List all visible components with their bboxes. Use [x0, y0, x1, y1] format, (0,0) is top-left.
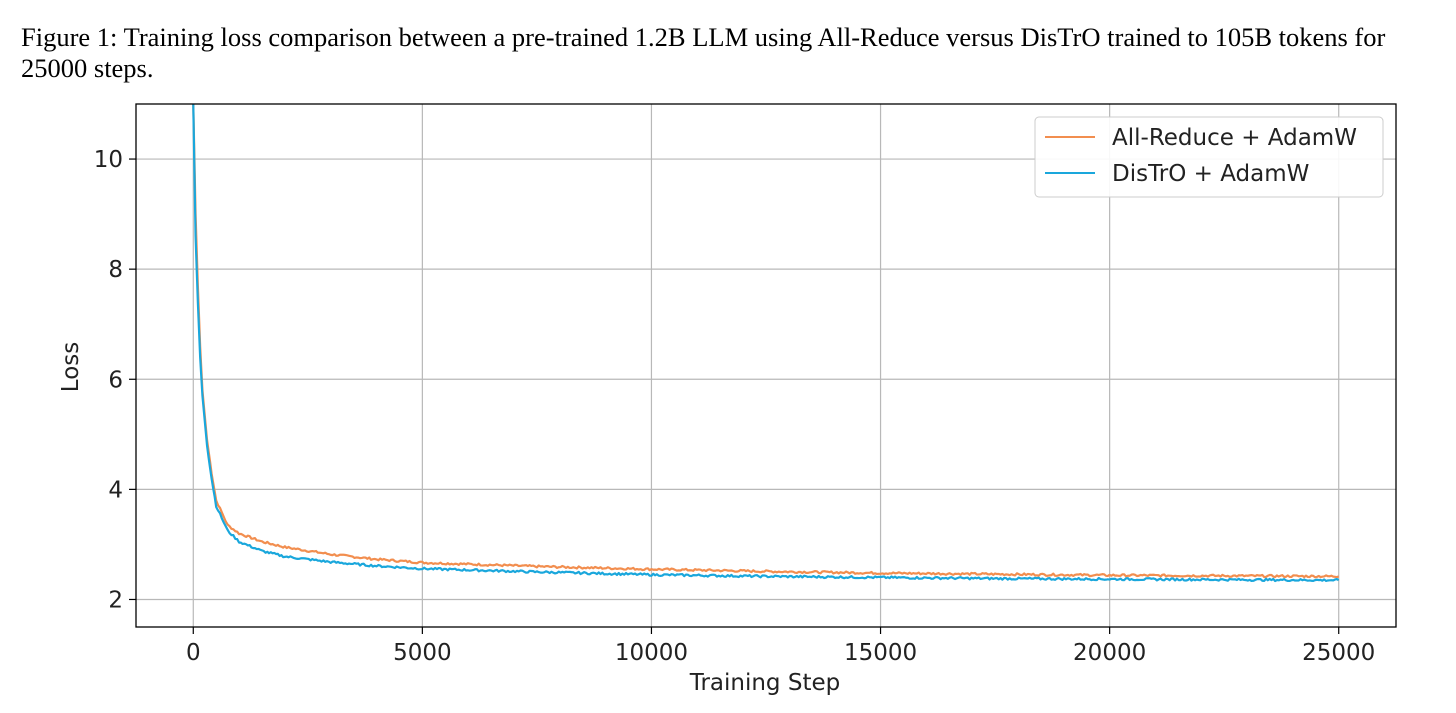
- x-tick-label: 5000: [393, 640, 452, 666]
- y-tick-label: 6: [108, 367, 123, 393]
- y-tick-label: 2: [108, 587, 123, 613]
- x-axis-label: Training Step: [689, 670, 840, 696]
- axes-frame: [135, 103, 1397, 628]
- legend-label-all-reduce: All-Reduce + AdamW: [1112, 125, 1357, 151]
- ticks: 0 5000 10000 15000 20000 25000 2 4 6 8 10: [94, 147, 1376, 666]
- legend-label-distro: DisTrO + AdamW: [1112, 161, 1309, 187]
- x-tick-label: 10000: [615, 640, 688, 666]
- legend: All-Reduce + AdamW DisTrO + AdamW: [1034, 116, 1384, 198]
- x-tick-label: 15000: [844, 640, 917, 666]
- y-tick-label: 8: [108, 257, 123, 283]
- x-tick-label: 0: [186, 640, 201, 666]
- series-layer: [192, 103, 1340, 583]
- legend-frame: [1034, 116, 1384, 198]
- figure-caption: Figure 1: Training loss comparison betwe…: [21, 22, 1386, 83]
- y-axis-label: Loss: [58, 342, 84, 392]
- x-tick-label: 25000: [1302, 640, 1375, 666]
- y-tick-label: 10: [94, 147, 123, 173]
- series-all-reduce: [192, 103, 1340, 579]
- series-distro: [192, 103, 1340, 583]
- x-tick-label: 20000: [1073, 640, 1146, 666]
- y-tick-label: 4: [108, 477, 123, 503]
